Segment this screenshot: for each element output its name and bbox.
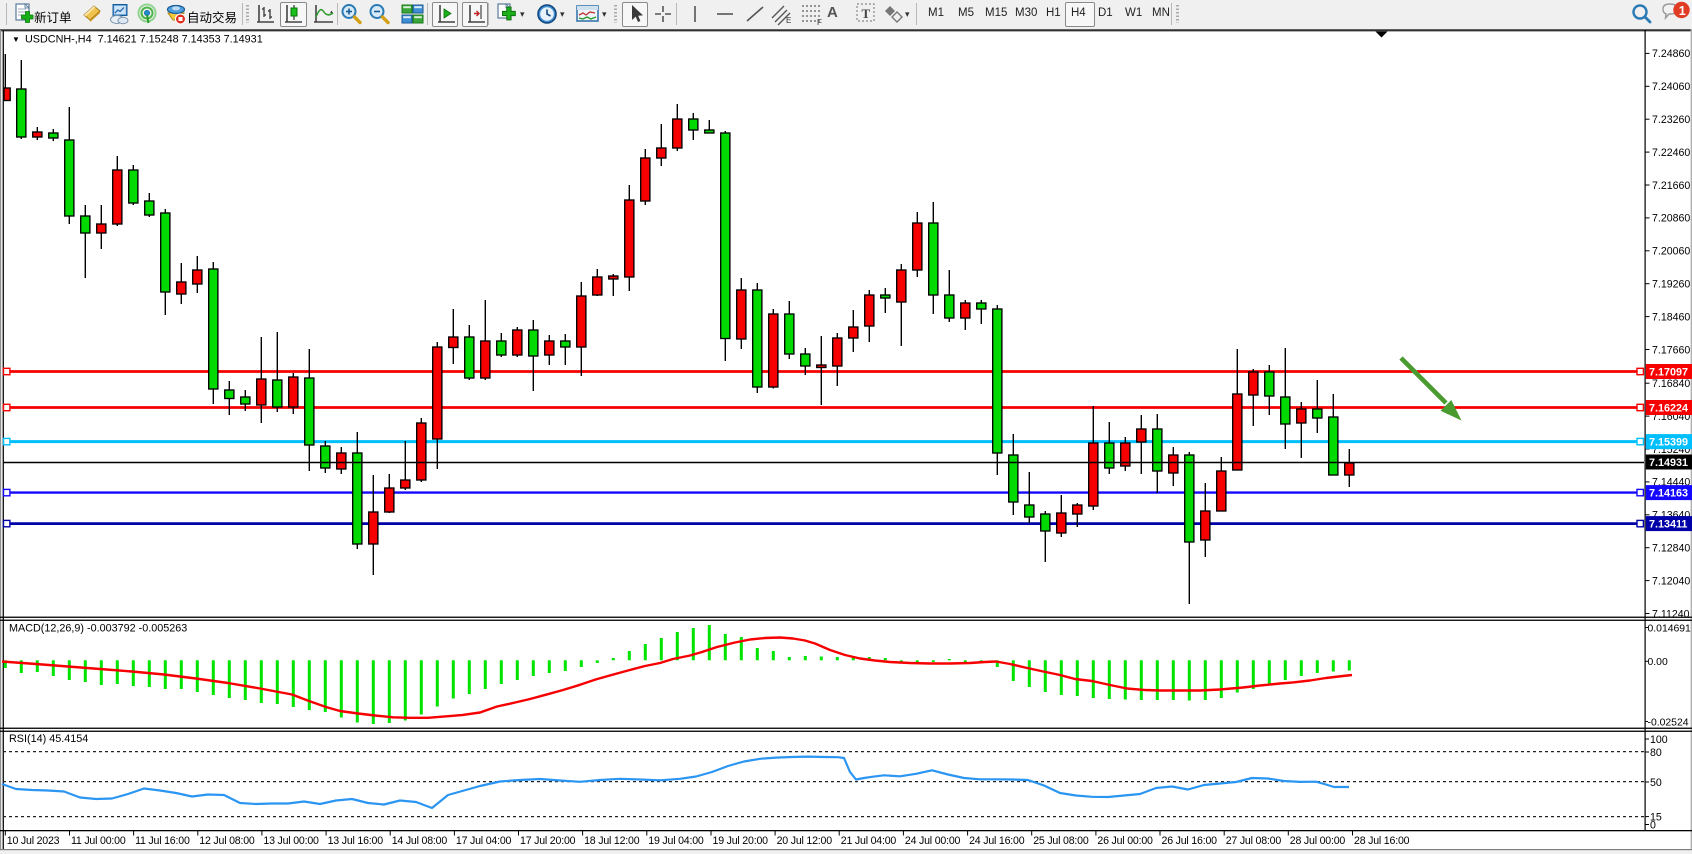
svg-text:7.14163: 7.14163 [1649, 488, 1688, 500]
svg-text:7.11240: 7.11240 [1652, 608, 1690, 620]
svg-text:24 Jul 16:00: 24 Jul 16:00 [969, 835, 1025, 847]
svg-text:24 Jul 00:00: 24 Jul 00:00 [905, 835, 961, 847]
svg-text:25 Jul 08:00: 25 Jul 08:00 [1033, 835, 1089, 847]
svg-text:100: 100 [1650, 734, 1668, 746]
svg-text:50: 50 [1650, 777, 1662, 789]
svg-text:7.19260: 7.19260 [1652, 279, 1690, 291]
svg-text:T: T [862, 6, 871, 21]
svg-text:USDCNH-,H4 7.14621 7.15248 7.: USDCNH-,H4 7.14621 7.15248 7.14353 7.149… [25, 34, 263, 46]
svg-text:11 Jul 16:00: 11 Jul 16:00 [135, 835, 190, 847]
svg-text:7.18460: 7.18460 [1652, 311, 1690, 323]
svg-text:20 Jul 12:00: 20 Jul 12:00 [777, 835, 833, 847]
svg-text:21 Jul 04:00: 21 Jul 04:00 [841, 835, 897, 847]
svg-text:12 Jul 08:00: 12 Jul 08:00 [199, 835, 255, 847]
svg-text:26 Jul 16:00: 26 Jul 16:00 [1162, 835, 1218, 847]
svg-text:7.21660: 7.21660 [1652, 180, 1690, 192]
svg-text:7.13411: 7.13411 [1649, 519, 1687, 531]
svg-text:-0.02524: -0.02524 [1648, 717, 1689, 728]
svg-text:7.20060: 7.20060 [1652, 246, 1690, 258]
svg-text:1: 1 [1679, 4, 1686, 18]
svg-text:19 Jul 04:00: 19 Jul 04:00 [648, 835, 704, 847]
svg-text:13 Jul 00:00: 13 Jul 00:00 [263, 835, 319, 847]
svg-text:17 Jul 20:00: 17 Jul 20:00 [520, 835, 576, 847]
svg-text:7.12840: 7.12840 [1652, 543, 1690, 555]
svg-text:10 Jul 2023: 10 Jul 2023 [7, 835, 60, 847]
svg-text:7.16840: 7.16840 [1652, 378, 1690, 390]
svg-text:28 Jul 16:00: 28 Jul 16:00 [1354, 835, 1410, 847]
svg-text:MACD(12,26,9) -0.003792 -0.005: MACD(12,26,9) -0.003792 -0.005263 [9, 623, 187, 635]
svg-text:11 Jul 00:00: 11 Jul 00:00 [71, 835, 126, 847]
svg-text:7.24060: 7.24060 [1652, 81, 1690, 93]
svg-text:0: 0 [1650, 819, 1656, 831]
svg-text:7.12040: 7.12040 [1652, 575, 1690, 587]
svg-text:F: F [817, 18, 822, 26]
svg-text:7.15399: 7.15399 [1649, 437, 1688, 449]
svg-text:19 Jul 20:00: 19 Jul 20:00 [713, 835, 769, 847]
svg-text:14 Jul 08:00: 14 Jul 08:00 [392, 835, 448, 847]
svg-text:17 Jul 04:00: 17 Jul 04:00 [456, 835, 512, 847]
svg-text:E: E [786, 16, 791, 25]
svg-text:▼: ▼ [12, 35, 20, 44]
svg-text:28 Jul 00:00: 28 Jul 00:00 [1290, 835, 1346, 847]
svg-text:27 Jul 08:00: 27 Jul 08:00 [1226, 835, 1282, 847]
svg-text:13 Jul 16:00: 13 Jul 16:00 [328, 835, 384, 847]
svg-text:RSI(14) 45.4154: RSI(14) 45.4154 [9, 733, 88, 745]
svg-text:7.23260: 7.23260 [1652, 114, 1690, 126]
svg-text:0.00: 0.00 [1648, 657, 1668, 668]
svg-text:7.16224: 7.16224 [1649, 403, 1688, 415]
svg-text:7.14931: 7.14931 [1649, 457, 1688, 469]
svg-text:7.20860: 7.20860 [1652, 213, 1690, 225]
svg-text:80: 80 [1650, 747, 1662, 759]
svg-text:26 Jul 00:00: 26 Jul 00:00 [1097, 835, 1153, 847]
svg-text:7.17660: 7.17660 [1652, 344, 1690, 356]
svg-text:15: 15 [1650, 811, 1662, 823]
svg-text:18 Jul 12:00: 18 Jul 12:00 [584, 835, 640, 847]
svg-text:0.014691: 0.014691 [1648, 623, 1692, 634]
svg-text:7.22460: 7.22460 [1652, 147, 1690, 159]
svg-text:7.24860: 7.24860 [1652, 48, 1690, 60]
svg-text:7.17097: 7.17097 [1649, 367, 1688, 379]
